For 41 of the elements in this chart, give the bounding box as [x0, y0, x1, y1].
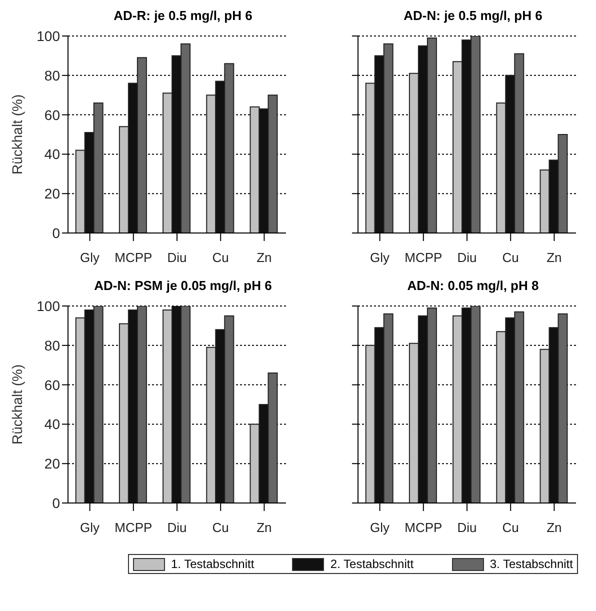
- y-tick-label: 40: [44, 416, 60, 432]
- y-tick-label: 100: [36, 28, 60, 44]
- x-tick-label: MCPP: [404, 250, 442, 266]
- chart-title: AD-N: PSM je 0.05 mg/l, pH 6: [93, 278, 273, 295]
- legend-label: 3. Testabschnitt: [490, 557, 573, 571]
- x-tick-label: Cu: [212, 520, 229, 536]
- x-tick-label: Zn: [256, 250, 272, 266]
- y-tick-label: 60: [44, 376, 60, 393]
- y-tick-label: 0: [52, 224, 60, 241]
- x-tick-label: Cu: [502, 520, 519, 536]
- y-axis-title: Rückhalt (%): [8, 364, 25, 444]
- y-tick-label: 20: [44, 186, 60, 202]
- y-tick-label: 80: [44, 67, 60, 84]
- x-tick-label: MCPP: [114, 520, 152, 536]
- legend-label: 1. Testabschnitt: [171, 557, 254, 571]
- x-tick-label: Diu: [457, 250, 477, 266]
- x-tick-label: Gly: [80, 520, 100, 536]
- x-tick-label: Cu: [502, 250, 519, 266]
- x-tick-label: Gly: [80, 250, 100, 266]
- x-tick-label: Zn: [546, 520, 562, 536]
- x-tick-label: MCPP: [404, 520, 442, 536]
- x-tick-label: Gly: [370, 520, 390, 536]
- y-tick-label: 60: [44, 106, 60, 123]
- y-tick-label: 0: [52, 494, 60, 511]
- y-tick-label: 20: [44, 456, 60, 472]
- y-axis-title: Rückhalt (%): [8, 94, 25, 174]
- y-tick-label: 80: [44, 337, 60, 354]
- x-tick-label: MCPP: [114, 250, 152, 266]
- x-tick-label: Zn: [546, 250, 562, 266]
- x-tick-label: Zn: [256, 520, 272, 536]
- chart-title: AD-N: 0.05 mg/l, pH 8: [406, 278, 540, 295]
- chart-title: AD-N: je 0.5 mg/l, pH 6: [402, 8, 544, 25]
- y-tick-label: 40: [44, 146, 60, 162]
- x-tick-label: Gly: [370, 250, 390, 266]
- x-tick-label: Diu: [457, 520, 477, 536]
- x-tick-label: Cu: [212, 250, 229, 266]
- x-tick-label: Diu: [167, 250, 187, 266]
- chart-title: AD-R: je 0.5 mg/l, pH 6: [112, 8, 254, 25]
- legend-label: 2. Testabschnitt: [330, 557, 414, 571]
- y-tick-label: 100: [36, 298, 60, 314]
- x-tick-label: Diu: [167, 520, 187, 536]
